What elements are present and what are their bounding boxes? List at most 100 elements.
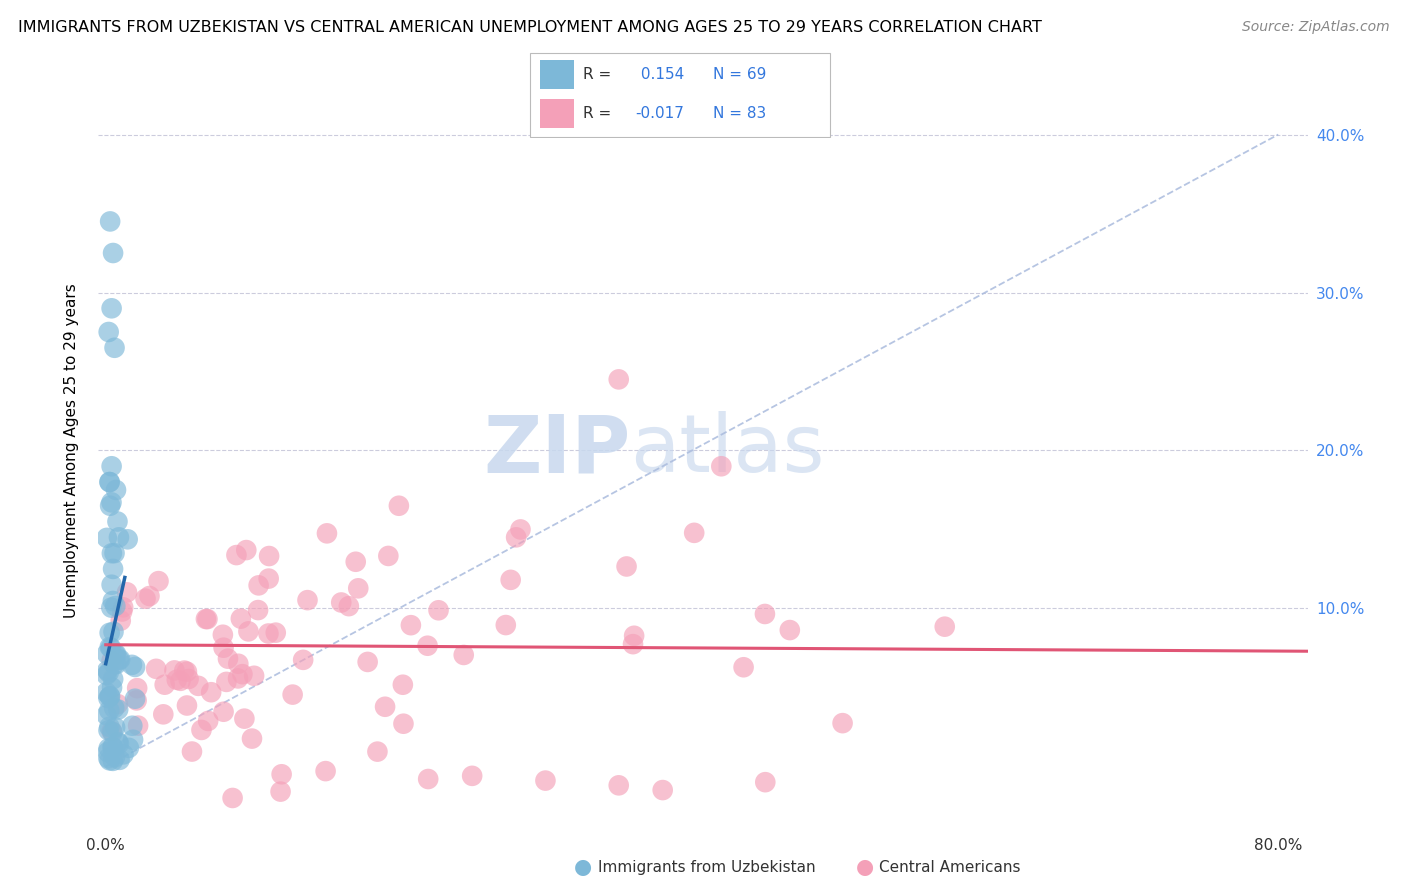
Point	[194, 612, 217, 626]
Point	[683, 525, 706, 540]
Point	[108, 737, 131, 751]
Point	[233, 712, 256, 726]
Point	[98, 690, 121, 704]
Point	[257, 549, 280, 563]
Point	[105, 647, 128, 661]
Point	[100, 724, 122, 739]
Point	[98, 625, 121, 640]
Point	[190, 723, 212, 737]
Point	[98, 640, 121, 654]
Point	[710, 459, 733, 474]
Point	[177, 672, 200, 686]
Point	[169, 673, 191, 688]
Point	[607, 372, 630, 386]
Point	[101, 594, 124, 608]
Point	[297, 593, 319, 607]
Text: atlas: atlas	[630, 411, 825, 490]
Y-axis label: Unemployment Among Ages 25 to 29 years: Unemployment Among Ages 25 to 29 years	[65, 283, 79, 618]
Point	[100, 459, 122, 474]
Point	[377, 549, 399, 563]
Point	[197, 714, 219, 728]
Point	[163, 664, 186, 678]
Point	[101, 672, 124, 686]
Point	[315, 764, 337, 778]
Point	[124, 691, 146, 706]
Point	[98, 703, 121, 717]
Point	[831, 716, 853, 731]
Text: N = 83: N = 83	[713, 106, 766, 120]
Point	[416, 639, 439, 653]
Point	[607, 778, 630, 792]
Point	[101, 725, 124, 739]
Point	[97, 745, 120, 759]
Text: R =: R =	[583, 68, 612, 82]
Point	[108, 753, 131, 767]
Point	[98, 720, 121, 734]
Point	[651, 783, 673, 797]
Point	[101, 681, 124, 695]
Point	[231, 667, 253, 681]
Point	[103, 701, 125, 715]
Text: -0.017: -0.017	[636, 106, 685, 120]
FancyBboxPatch shape	[530, 54, 831, 136]
Point	[101, 546, 124, 560]
Point	[392, 716, 415, 731]
Point	[264, 625, 287, 640]
Point	[96, 664, 118, 678]
Point	[103, 546, 125, 560]
Point	[316, 526, 339, 541]
Point	[107, 697, 129, 711]
Point	[418, 772, 440, 786]
Point	[125, 693, 148, 707]
Point	[292, 653, 315, 667]
Point	[173, 664, 195, 678]
Point	[226, 672, 249, 686]
Point	[427, 603, 450, 617]
Point	[107, 702, 129, 716]
Point	[98, 499, 121, 513]
Point	[96, 685, 118, 699]
Point	[101, 562, 124, 576]
Point	[127, 719, 149, 733]
Text: Immigrants from Uzbekistan: Immigrants from Uzbekistan	[598, 860, 815, 874]
Point	[453, 648, 475, 662]
Point	[934, 620, 956, 634]
Point	[103, 624, 125, 639]
Point	[281, 688, 304, 702]
Point	[97, 325, 120, 339]
Point	[212, 705, 235, 719]
Point	[108, 653, 131, 667]
Point	[98, 753, 121, 767]
Point	[104, 599, 127, 613]
Point	[212, 640, 235, 655]
Point	[104, 648, 127, 662]
Point	[135, 591, 157, 606]
Point	[754, 775, 776, 789]
Point	[215, 674, 238, 689]
Point	[107, 735, 129, 749]
Point	[97, 751, 120, 765]
Point	[101, 740, 124, 755]
Point	[101, 754, 124, 768]
Point	[148, 574, 170, 588]
Point	[111, 605, 134, 619]
Point	[461, 769, 484, 783]
Point	[200, 685, 222, 699]
Point	[257, 626, 280, 640]
Point	[98, 214, 121, 228]
Point	[112, 600, 135, 615]
Point	[212, 628, 235, 642]
Point	[240, 731, 263, 746]
Point	[100, 640, 122, 655]
Point	[337, 599, 360, 614]
Point	[98, 690, 121, 704]
Point	[96, 647, 118, 661]
FancyBboxPatch shape	[540, 99, 574, 128]
Point	[247, 578, 270, 592]
Point	[270, 784, 292, 798]
Text: Source: ZipAtlas.com: Source: ZipAtlas.com	[1241, 20, 1389, 34]
Point	[495, 618, 517, 632]
Text: IMMIGRANTS FROM UZBEKISTAN VS CENTRAL AMERICAN UNEMPLOYMENT AMONG AGES 25 TO 29 : IMMIGRANTS FROM UZBEKISTAN VS CENTRAL AM…	[18, 20, 1042, 35]
Point	[104, 750, 127, 764]
Point	[103, 341, 125, 355]
